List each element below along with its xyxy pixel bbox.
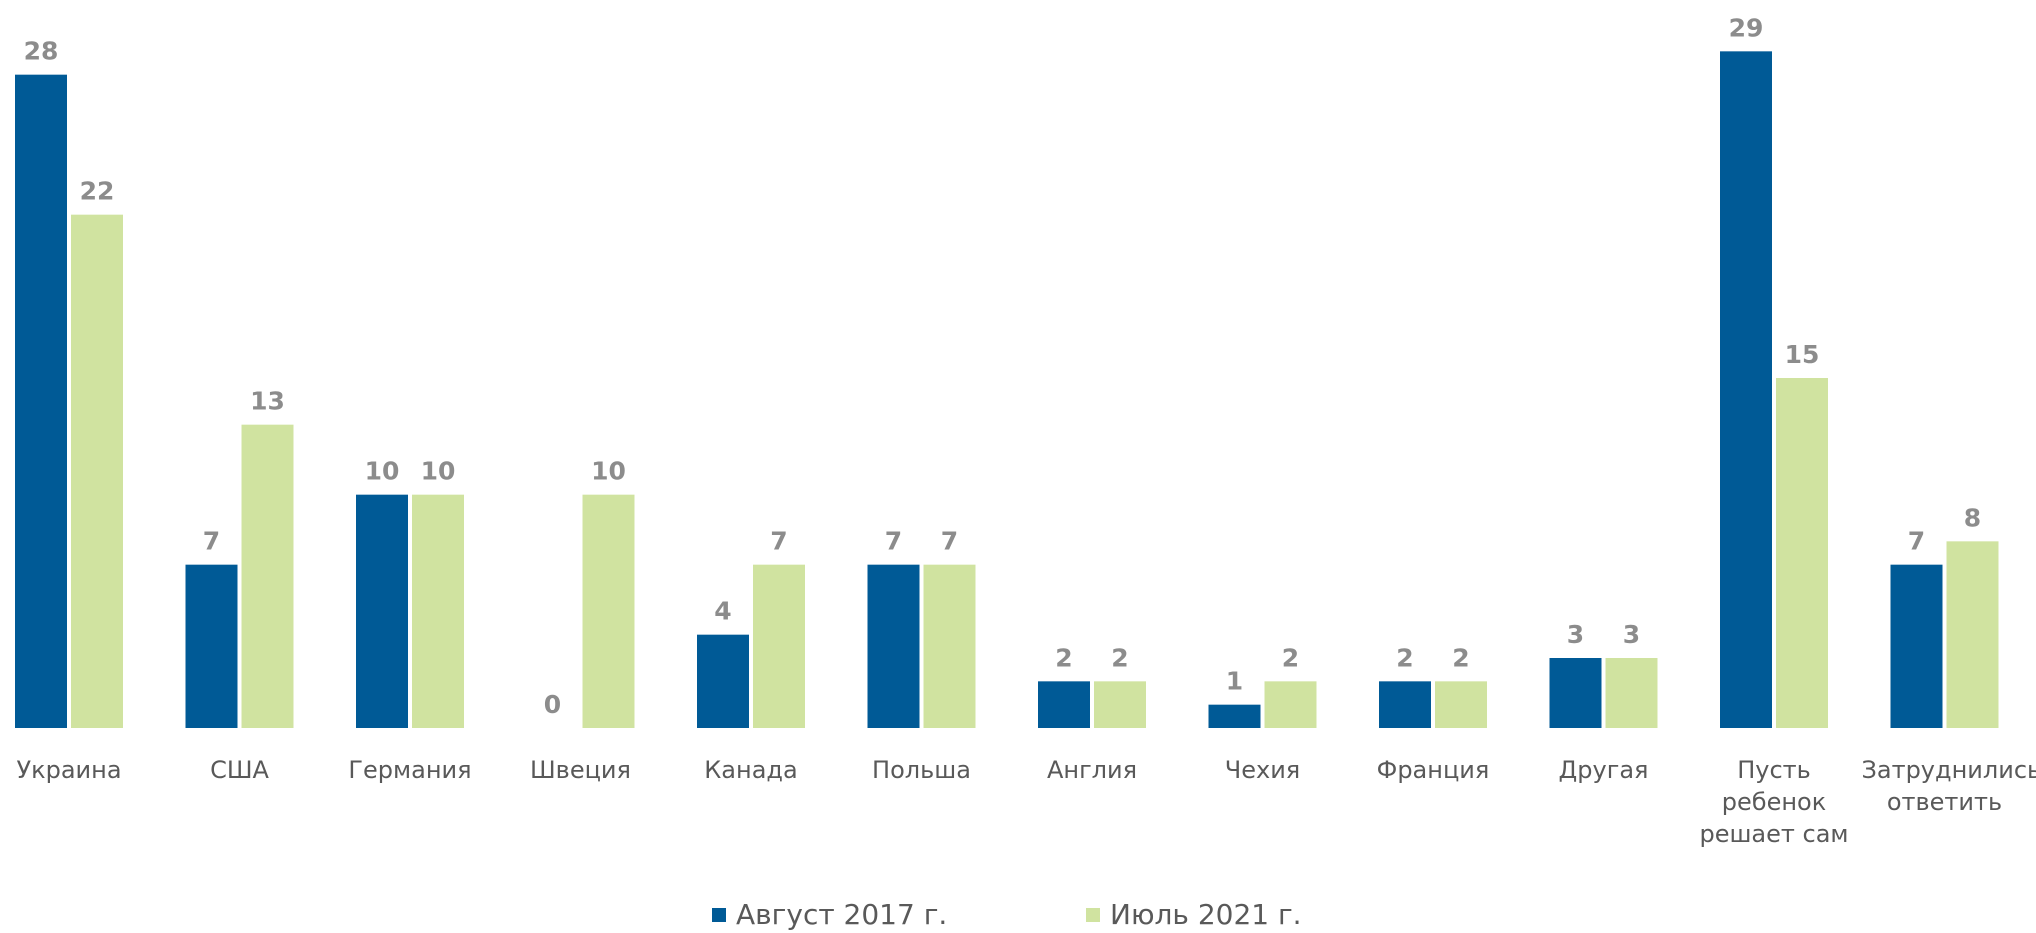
x-tick-label: Германия <box>348 756 472 784</box>
legend-label: Июль 2021 г. <box>1110 898 1302 931</box>
bar <box>1890 564 1943 728</box>
value-label: 1 <box>1226 667 1243 696</box>
value-label: 7 <box>941 527 958 556</box>
bar <box>1208 704 1261 728</box>
legend-swatch <box>712 908 726 922</box>
x-tick-label: Англия <box>1046 756 1138 784</box>
value-label: 2 <box>1111 643 1128 672</box>
bar <box>1946 541 1999 728</box>
x-tick-label: Чехия <box>1224 756 1301 784</box>
value-label: 3 <box>1567 620 1584 649</box>
value-label: 2 <box>1055 643 1072 672</box>
x-tick-label: Затруднились ответить <box>1861 756 2036 816</box>
bar <box>1264 681 1317 728</box>
x-tick-label: Канада <box>704 756 798 784</box>
bar <box>697 634 749 728</box>
value-label: 7 <box>770 527 787 556</box>
value-label: 2 <box>1396 643 1413 672</box>
x-tick-label: Украина <box>16 756 122 784</box>
value-label: 15 <box>1785 340 1820 369</box>
bar <box>867 564 920 728</box>
value-label: 7 <box>885 527 902 556</box>
bar <box>1038 681 1090 728</box>
bar <box>1435 681 1487 728</box>
bar <box>1776 378 1828 728</box>
x-tick-label: Швеция <box>530 756 631 784</box>
x-tick-label: Франция <box>1376 756 1490 784</box>
value-label: 2 <box>1452 643 1469 672</box>
legend-swatch <box>1086 908 1100 922</box>
x-tick-label: Польша <box>872 756 971 784</box>
value-label: 13 <box>250 387 285 416</box>
value-label: 10 <box>591 457 626 486</box>
bar <box>71 214 123 728</box>
bar <box>185 564 238 728</box>
x-tick-label: США <box>210 756 269 784</box>
bar <box>582 494 635 728</box>
value-label: 8 <box>1964 503 1981 532</box>
value-label: 4 <box>714 597 731 626</box>
value-label: 3 <box>1623 620 1640 649</box>
bar <box>1379 681 1431 728</box>
x-tick-label: Пусть ребенок решает сам <box>1699 756 1849 848</box>
bar <box>1549 658 1602 728</box>
legend-label: Август 2017 г. <box>736 898 947 931</box>
bar <box>356 494 408 728</box>
value-label: 10 <box>365 457 400 486</box>
value-label: 22 <box>80 177 115 206</box>
bar <box>241 424 294 728</box>
value-label: 7 <box>203 527 220 556</box>
bar <box>1094 681 1146 728</box>
bar <box>1605 658 1658 728</box>
bar <box>15 74 67 728</box>
value-label: 2 <box>1282 643 1299 672</box>
bar <box>412 494 464 728</box>
value-label: 28 <box>24 37 59 66</box>
value-label: 29 <box>1729 13 1764 42</box>
value-label: 10 <box>421 457 456 486</box>
value-label: 0 <box>544 690 561 719</box>
bar <box>923 564 976 728</box>
bar <box>753 564 805 728</box>
x-tick-label: Другая <box>1558 756 1649 784</box>
value-label: 7 <box>1908 527 1925 556</box>
bar <box>1720 51 1772 729</box>
